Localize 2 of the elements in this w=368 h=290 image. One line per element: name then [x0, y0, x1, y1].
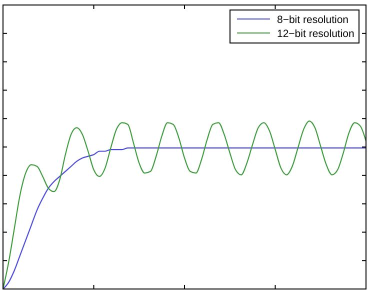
legend-label: 12−bit resolution — [277, 28, 355, 40]
legend-label: 8−bit resolution — [277, 14, 349, 26]
